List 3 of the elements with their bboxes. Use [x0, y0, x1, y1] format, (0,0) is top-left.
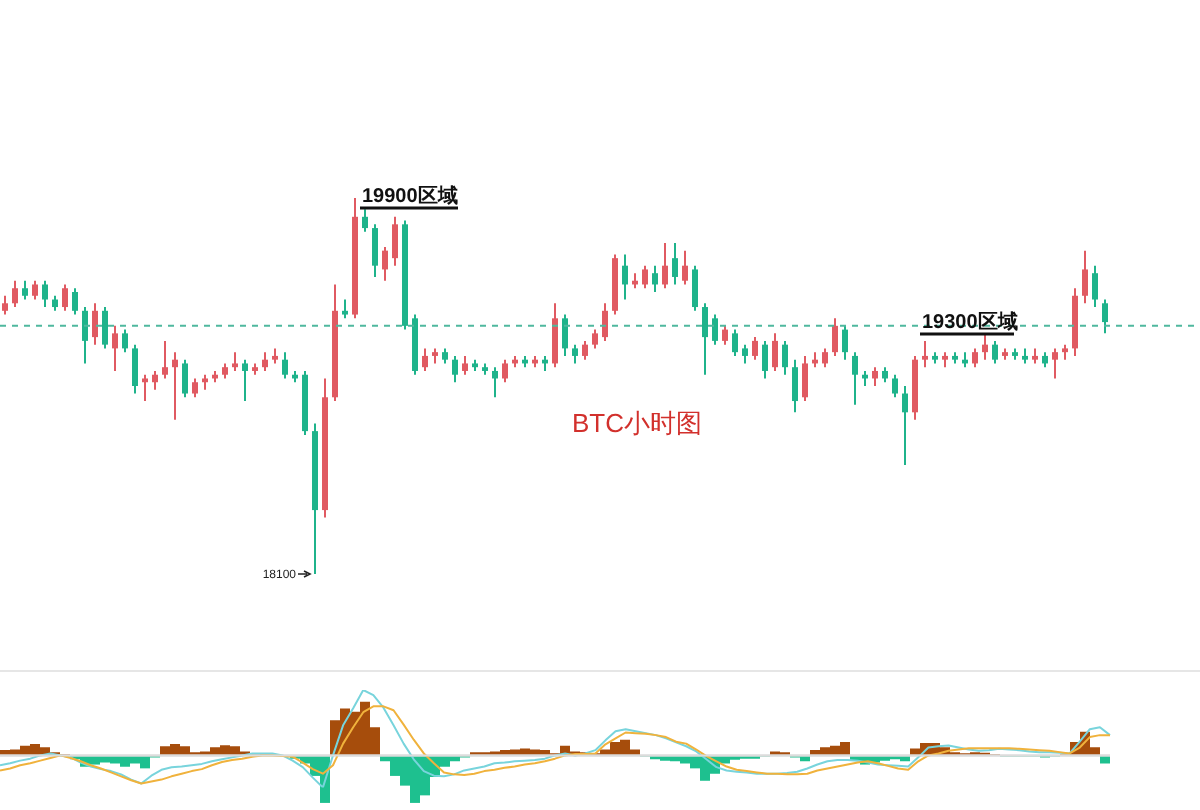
annotation: 19300区域 [922, 310, 1018, 334]
text: BTC小时图 [572, 408, 702, 440]
annotation: 19900区域 [362, 184, 458, 208]
